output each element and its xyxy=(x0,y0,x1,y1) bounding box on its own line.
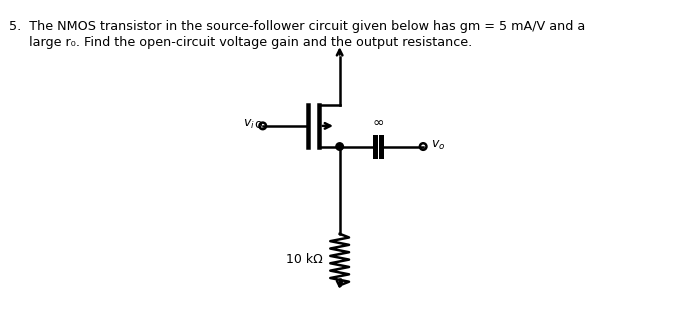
Text: $v_i$: $v_i$ xyxy=(244,118,256,132)
Text: 5.  The NMOS transistor in the source-follower circuit given below has gm = 5 mA: 5. The NMOS transistor in the source-fol… xyxy=(9,20,586,33)
Text: 10 kΩ: 10 kΩ xyxy=(286,253,323,266)
Text: $v_o$: $v_o$ xyxy=(430,139,445,152)
Circle shape xyxy=(336,143,344,150)
Text: o: o xyxy=(254,118,262,131)
Text: large r₀. Find the open-circuit voltage gain and the output resistance.: large r₀. Find the open-circuit voltage … xyxy=(9,36,473,49)
Text: ∞: ∞ xyxy=(372,116,384,130)
